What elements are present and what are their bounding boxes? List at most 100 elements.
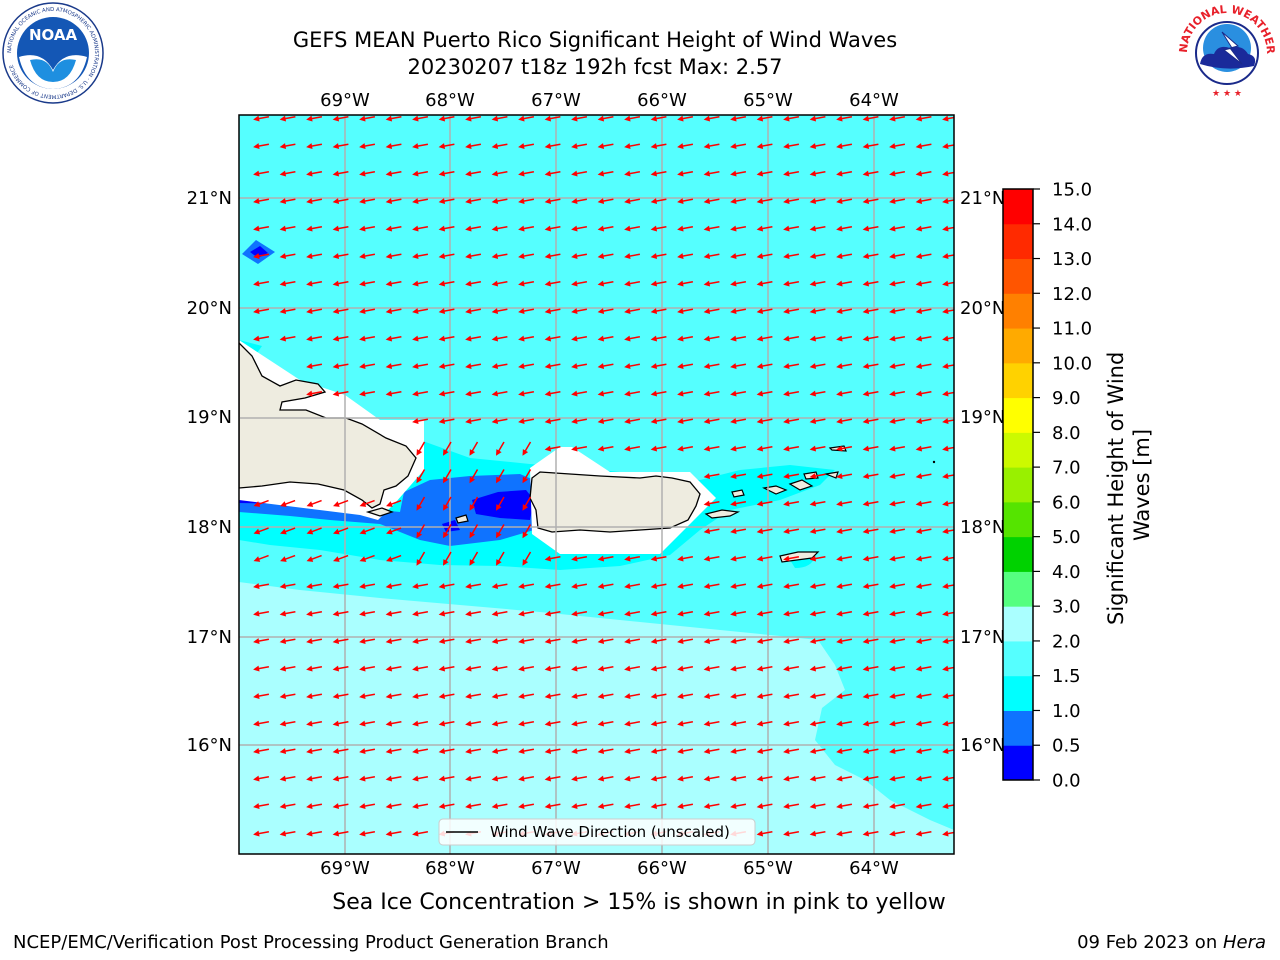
wind-arrow-479 bbox=[412, 638, 429, 644]
wind-arrow-106 bbox=[915, 198, 932, 204]
wind-arrow-541 bbox=[624, 693, 641, 699]
wind-arrow-335 bbox=[416, 469, 426, 484]
wind-arrow-225 bbox=[491, 335, 508, 342]
wind-arrow-686 bbox=[889, 830, 906, 837]
wind-arrow-364 bbox=[783, 500, 800, 507]
wind-arrow-199 bbox=[518, 308, 535, 314]
wind-arrow-72 bbox=[730, 170, 747, 177]
wind-arrow-486 bbox=[597, 638, 614, 644]
colorbar-tick-4: 2.0 bbox=[1052, 631, 1081, 652]
wind-arrow-176 bbox=[624, 280, 641, 287]
wind-arrow-212 bbox=[862, 308, 879, 314]
wind-arrow-422 bbox=[332, 583, 349, 589]
wind-arrow-259 bbox=[730, 363, 747, 369]
wind-arrow-530 bbox=[332, 693, 349, 699]
colorbar bbox=[1003, 189, 1033, 781]
wind-arrow-274 bbox=[465, 390, 482, 397]
wind-arrow-158 bbox=[862, 253, 879, 259]
wind-arrow-8 bbox=[465, 115, 482, 122]
wind-arrow-204 bbox=[650, 308, 667, 314]
wind-arrow-252 bbox=[544, 363, 561, 369]
wind-arrow-333 bbox=[915, 445, 932, 452]
wind-arrow-445 bbox=[942, 583, 954, 589]
lon-label-64w: 64°W bbox=[849, 90, 899, 111]
wind-arrow-585 bbox=[359, 748, 376, 754]
wind-arrow-318 bbox=[522, 441, 532, 456]
wind-arrow-326 bbox=[730, 445, 747, 452]
wind-arrow-435 bbox=[677, 583, 694, 589]
wind-arrow-336 bbox=[443, 469, 452, 484]
wind-arrow-253 bbox=[571, 363, 588, 369]
wind-arrow-557 bbox=[332, 720, 349, 727]
wind-arrow-351 bbox=[280, 499, 296, 507]
wind-arrow-283 bbox=[703, 390, 720, 397]
wind-arrow-618 bbox=[518, 775, 535, 782]
wind-arrow-538 bbox=[544, 693, 561, 699]
wind-arrow-446 bbox=[253, 610, 270, 617]
wind-arrow-466 bbox=[783, 610, 800, 617]
wind-arrow-230 bbox=[624, 335, 641, 342]
wind-arrow-511 bbox=[544, 665, 561, 672]
wind-arrow-312 bbox=[915, 418, 932, 424]
wind-arrow-372 bbox=[280, 527, 296, 535]
wind-arrow-48 bbox=[809, 143, 826, 149]
wind-arrow-270 bbox=[359, 390, 376, 397]
colorbar-tick-2: 1.0 bbox=[1052, 701, 1081, 722]
wind-arrow-257 bbox=[677, 363, 694, 369]
wind-arrow-489 bbox=[677, 638, 694, 644]
wind-arrow-647 bbox=[571, 803, 588, 809]
wind-arrow-205 bbox=[677, 308, 694, 314]
wind-arrow-23 bbox=[862, 115, 879, 122]
lon-label-67w: 67°W bbox=[531, 90, 581, 111]
wind-arrow-184 bbox=[836, 280, 853, 287]
wind-arrow-655 bbox=[783, 803, 800, 809]
colorbar-label-line1: Significant Height of Wind bbox=[1104, 352, 1128, 625]
wind-arrow-77 bbox=[862, 170, 879, 177]
wind-arrow-35 bbox=[465, 143, 482, 149]
wind-arrow-42 bbox=[650, 143, 667, 149]
wind-arrow-512 bbox=[571, 665, 588, 672]
wind-arrow-203 bbox=[624, 308, 641, 314]
wind-arrow-352 bbox=[306, 499, 322, 507]
wind-arrow-589 bbox=[465, 748, 482, 754]
wind-arrow-196 bbox=[438, 308, 455, 314]
wind-arrow-55 bbox=[279, 170, 296, 177]
wind-arrow-66 bbox=[571, 170, 588, 177]
wind-arrow-74 bbox=[783, 170, 800, 177]
sea-ice-caption: Sea Ice Concentration > 15% is shown in … bbox=[332, 890, 946, 915]
wind-arrow-660 bbox=[915, 803, 932, 809]
wind-arrow-536 bbox=[491, 693, 508, 699]
wind-arrow-548 bbox=[809, 693, 826, 699]
wind-arrow-389 bbox=[889, 528, 906, 534]
wind-arrow-70 bbox=[677, 170, 694, 177]
wind-arrow-514 bbox=[624, 665, 641, 672]
land-st-john bbox=[788, 479, 814, 491]
wind-arrow-238 bbox=[836, 335, 853, 342]
wind-arrow-202 bbox=[597, 308, 614, 314]
wind-arrow-321 bbox=[597, 445, 614, 452]
wind-arrow-375 bbox=[359, 527, 375, 535]
wind-arrow-139 bbox=[359, 253, 376, 259]
wind-arrow-632 bbox=[889, 775, 906, 782]
wind-arrow-141 bbox=[412, 253, 429, 259]
wind-arrow-301 bbox=[624, 418, 641, 424]
wind-arrow-95 bbox=[624, 198, 641, 204]
wave-field-0_5-1_0 bbox=[239, 474, 540, 546]
wind-arrow-146 bbox=[544, 253, 561, 259]
wind-arrow-687 bbox=[915, 830, 932, 837]
wind-arrow-542 bbox=[650, 693, 667, 699]
lat-label-19n-right: 19°N bbox=[960, 407, 1005, 428]
wind-arrow-662 bbox=[253, 830, 270, 837]
wind-arrow-275 bbox=[491, 390, 508, 397]
wind-arrow-34 bbox=[438, 143, 455, 149]
wind-arrow-397 bbox=[386, 554, 402, 562]
wind-arrow-432 bbox=[597, 583, 614, 589]
wind-arrow-604 bbox=[862, 748, 879, 754]
wind-arrow-278 bbox=[571, 390, 588, 397]
wind-arrow-1 bbox=[279, 115, 296, 122]
wind-arrow-14 bbox=[624, 115, 641, 122]
wind-arrow-614 bbox=[412, 775, 429, 782]
wind-arrow-505 bbox=[385, 665, 402, 672]
wind-arrow-631 bbox=[862, 775, 879, 782]
wind-arrow-94 bbox=[597, 198, 614, 204]
